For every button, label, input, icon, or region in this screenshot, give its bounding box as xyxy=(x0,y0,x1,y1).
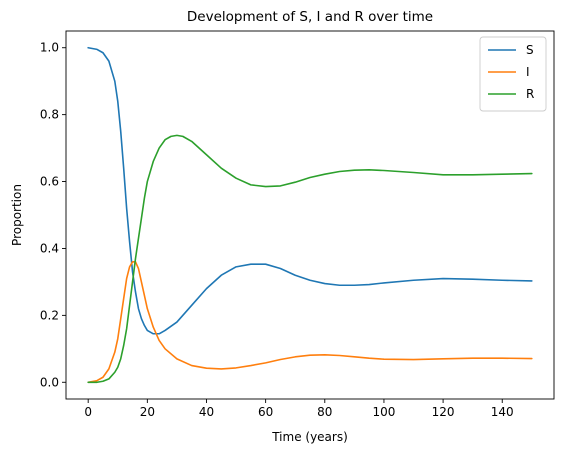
y-axis-ticks: 0.0 0.2 0.4 0.6 0.8 1.0 xyxy=(40,41,66,389)
y-tick-label: 0.0 xyxy=(40,375,59,389)
y-tick-label: 0.4 xyxy=(40,241,59,255)
x-tick-label: 40 xyxy=(199,405,214,419)
x-tick-label: 80 xyxy=(317,405,332,419)
y-tick-label: 0.8 xyxy=(40,108,59,122)
x-tick-label: 0 xyxy=(84,405,92,419)
y-tick-label: 0.2 xyxy=(40,308,59,322)
legend-box xyxy=(479,36,547,112)
legend-label-s: S xyxy=(526,43,534,57)
plot-area xyxy=(65,30,555,400)
x-tick-label: 120 xyxy=(432,405,455,419)
x-tick-label: 60 xyxy=(258,405,273,419)
y-tick-label: 1.0 xyxy=(40,41,59,55)
x-tick-label: 20 xyxy=(140,405,155,419)
series-line-i xyxy=(87,261,533,384)
y-tick-label: 0.6 xyxy=(40,175,59,189)
chart-title: Development of S, I and R over time xyxy=(187,9,433,25)
x-axis-ticks: 0 20 40 60 80 100 120 140 xyxy=(84,399,514,419)
series-line-r xyxy=(87,134,533,384)
legend-label-r: R xyxy=(526,87,534,101)
legend: SIR xyxy=(479,36,547,112)
x-tick-label: 140 xyxy=(491,405,514,419)
series-line-s xyxy=(87,46,533,335)
series-lines xyxy=(87,46,533,384)
plot-frame xyxy=(65,30,555,400)
legend-label-i: I xyxy=(526,65,530,79)
x-tick-label: 100 xyxy=(372,405,395,419)
y-axis-label: Proportion xyxy=(10,184,24,246)
x-axis-label: Time (years) xyxy=(271,430,348,444)
